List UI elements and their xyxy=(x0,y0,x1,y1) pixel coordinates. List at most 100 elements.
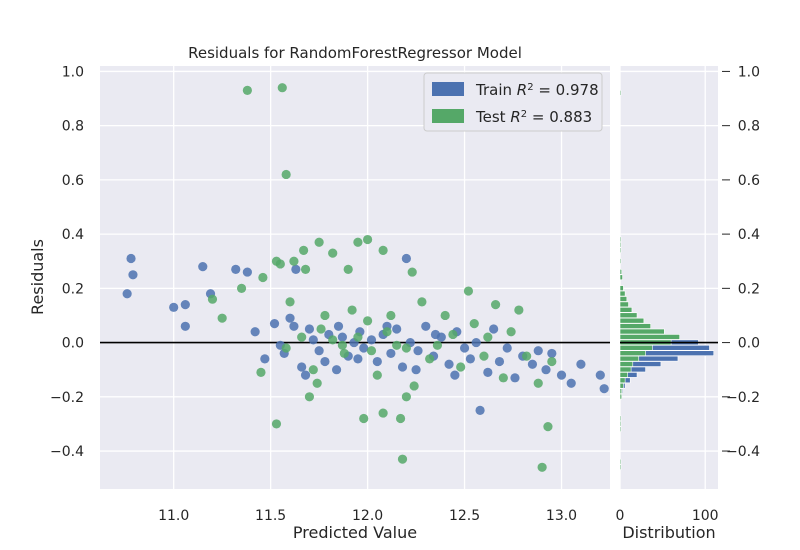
test-point xyxy=(308,365,318,375)
train-point xyxy=(547,348,557,359)
distribution-y-tick-label: 1.0 xyxy=(738,64,760,80)
distribution-y-tick-label: 0.4 xyxy=(738,227,760,243)
test-point xyxy=(514,305,524,315)
test-distribution-bar xyxy=(619,274,623,281)
test-point xyxy=(479,351,489,361)
train-point xyxy=(595,370,605,380)
train-point xyxy=(392,324,402,334)
test-point xyxy=(314,237,324,247)
train-point xyxy=(314,346,324,356)
test-point xyxy=(463,286,474,296)
test-distribution-bar xyxy=(619,426,622,432)
distribution-y-tick-label: 0.6 xyxy=(738,173,760,189)
test-point xyxy=(490,300,501,310)
train-point xyxy=(459,343,470,353)
test-distribution-bar xyxy=(619,301,629,308)
test-point xyxy=(483,332,493,342)
distribution-y-tick-label: −0.4 xyxy=(726,444,760,460)
train-point xyxy=(180,300,190,310)
train-point xyxy=(541,365,551,375)
test-point xyxy=(343,264,353,274)
train-point xyxy=(401,253,411,264)
test-distribution-bar xyxy=(619,323,651,329)
test-distribution-bar xyxy=(619,328,665,335)
test-point xyxy=(347,305,357,315)
train-point xyxy=(421,321,431,331)
train-point xyxy=(289,321,299,331)
train-point xyxy=(465,354,475,364)
y-tick-label: −0.2 xyxy=(50,390,84,406)
test-distribution-bar xyxy=(619,90,622,96)
test-point xyxy=(256,367,266,378)
test-point xyxy=(392,340,402,350)
train-point xyxy=(231,264,241,274)
train-point xyxy=(337,332,347,342)
x-tick-label: 11.0 xyxy=(158,508,189,524)
train-point xyxy=(304,324,315,334)
x-tick-label: 11.5 xyxy=(255,508,286,524)
test-point xyxy=(395,413,406,424)
train-point xyxy=(444,359,454,369)
test-point xyxy=(337,340,347,350)
train-point xyxy=(353,354,363,364)
train-point xyxy=(510,373,520,383)
test-point xyxy=(382,327,392,337)
test-point xyxy=(328,248,338,258)
test-distribution-bar xyxy=(619,366,632,373)
test-distribution-bar xyxy=(619,464,622,470)
train-point xyxy=(291,264,301,274)
test-distribution-bar xyxy=(619,393,623,400)
x-axis-label: Predicted Value xyxy=(293,523,417,542)
y-tick-label: 0.6 xyxy=(62,173,84,189)
y-tick-label: 0.0 xyxy=(62,336,84,352)
x-tick-label: 13.0 xyxy=(546,508,577,524)
plot-area xyxy=(100,66,610,489)
train-point xyxy=(250,327,260,337)
distribution-y-tick-label: 0.0 xyxy=(738,336,760,352)
test-point xyxy=(401,343,411,353)
train-point xyxy=(242,267,252,277)
test-point xyxy=(366,346,377,356)
test-point xyxy=(328,335,338,345)
test-point xyxy=(409,381,419,391)
test-distribution-bar xyxy=(619,317,645,324)
distribution-y-tick-label: 0.2 xyxy=(738,281,760,297)
train-point xyxy=(169,302,179,312)
test-point xyxy=(417,297,427,307)
test-point xyxy=(258,272,268,283)
test-point xyxy=(386,310,396,321)
train-point xyxy=(599,384,609,394)
train-point xyxy=(359,343,369,353)
train-point xyxy=(366,335,377,345)
test-point xyxy=(425,354,435,364)
train-point xyxy=(411,365,421,375)
y-tick-label: −0.4 xyxy=(50,444,84,460)
legend-test-swatch xyxy=(432,109,464,123)
test-distribution-bar xyxy=(619,285,624,291)
train-point xyxy=(430,329,441,340)
distribution-x-tick-label: 100 xyxy=(692,508,719,524)
train-point xyxy=(489,324,499,334)
test-distribution-bar xyxy=(619,355,640,362)
train-point xyxy=(126,253,136,264)
test-distribution-bar xyxy=(619,296,628,302)
x-tick-label: 12.5 xyxy=(449,508,480,524)
train-point xyxy=(502,343,512,353)
train-point xyxy=(471,337,481,348)
test-distribution-bar xyxy=(619,241,622,248)
train-point xyxy=(475,405,485,415)
test-distribution-bar xyxy=(619,290,626,297)
chart-title: Residuals for RandomForestRegressor Mode… xyxy=(188,44,522,62)
train-point xyxy=(308,335,318,345)
test-point xyxy=(456,362,466,372)
train-point xyxy=(386,348,396,359)
train-point xyxy=(128,270,138,280)
test-point xyxy=(217,313,227,323)
test-point xyxy=(397,454,408,464)
test-point xyxy=(372,370,382,380)
distribution-x-tick-label: 0 xyxy=(616,508,625,524)
test-point xyxy=(320,310,330,321)
test-point xyxy=(543,422,553,432)
test-point xyxy=(353,237,363,247)
